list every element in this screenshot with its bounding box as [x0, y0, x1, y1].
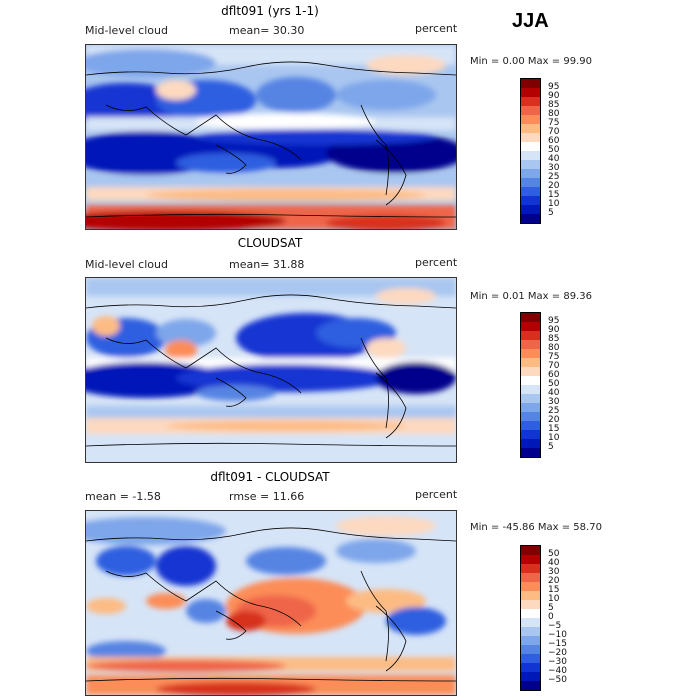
colorbar-tick: 5	[548, 603, 554, 613]
panel-2-variable-label: Mid-level cloud	[85, 258, 168, 271]
colorbar-tick: 20	[548, 415, 560, 425]
colorbar-tick: 30	[548, 163, 560, 173]
panel-2-title: CLOUDSAT	[237, 236, 303, 250]
colorbar-tick: 75	[548, 118, 560, 128]
colorbar-tick: 95	[548, 82, 560, 92]
panel-3-map	[85, 510, 457, 696]
panel-3-units-label: percent	[415, 488, 458, 501]
colorbar-tick: 70	[548, 361, 560, 371]
panel-2-mean-label: mean= 31.88	[229, 258, 305, 271]
colorbar-tick: 80	[548, 343, 560, 353]
panel-1-variable-label: Mid-level cloud	[85, 24, 168, 37]
panel-2-units-label: percent	[415, 256, 458, 269]
colorbar-tick: 95	[548, 316, 560, 326]
colorbar-tick: 40	[548, 388, 560, 398]
colorbar-tick: 25	[548, 172, 560, 182]
panel-3-title: dflt091 - CLOUDSAT	[210, 470, 330, 484]
panel-1-title: dflt091 (yrs 1-1)	[221, 4, 319, 18]
panel-1-mean-label: mean= 30.30	[229, 24, 305, 37]
colorbar-tick: 30	[548, 567, 560, 577]
colorbar-tick: 85	[548, 334, 560, 344]
colorbar-tick: −15	[548, 639, 567, 649]
panel-1-minmax-label: Min = 0.00 Max = 99.90	[470, 56, 592, 67]
panel-2-colorbar-labels: 95 90 85 80 75 70 60 50 40 30 25 20 15 1…	[548, 316, 560, 452]
panel-3-rmse-label: rmse = 11.66	[229, 490, 305, 503]
colorbar-tick: 5	[548, 208, 554, 218]
colorbar-tick: 25	[548, 406, 560, 416]
colorbar-tick: 20	[548, 576, 560, 586]
colorbar-tick: 90	[548, 91, 560, 101]
panel-3-colorbar	[520, 545, 541, 691]
colorbar-tick: 40	[548, 558, 560, 568]
colorbar-tick: −30	[548, 657, 567, 667]
colorbar-tick: 10	[548, 594, 560, 604]
colorbar-tick: 80	[548, 109, 560, 119]
colorbar-tick: 50	[548, 145, 560, 155]
colorbar-tick: 15	[548, 424, 560, 434]
colorbar-tick: 15	[548, 585, 560, 595]
panel-2-minmax-label: Min = 0.01 Max = 89.36	[470, 291, 592, 302]
colorbar-tick: 60	[548, 136, 560, 146]
colorbar-tick: −20	[548, 648, 567, 658]
colorbar-tick: 40	[548, 154, 560, 164]
season-label: JJA	[512, 10, 549, 32]
colorbar-tick: 85	[548, 100, 560, 110]
panel-1-colorbar	[520, 78, 541, 224]
colorbar-tick: 30	[548, 397, 560, 407]
colorbar-tick: 15	[548, 190, 560, 200]
colorbar-tick: −50	[548, 675, 567, 685]
panel-1-map	[85, 44, 457, 230]
panel-2-colorbar	[520, 312, 541, 458]
colorbar-tick: 10	[548, 433, 560, 443]
colorbar-tick: 60	[548, 370, 560, 380]
panel-1-colorbar-labels: 95 90 85 80 75 70 60 50 40 30 25 20 15 1…	[548, 82, 560, 218]
colorbar-tick: −10	[548, 630, 567, 640]
colorbar-tick: 5	[548, 442, 554, 452]
panel-2-map	[85, 277, 457, 463]
panel-3-mean-label: mean = -1.58	[85, 490, 161, 503]
colorbar-tick: 10	[548, 199, 560, 209]
colorbar-tick: 20	[548, 181, 560, 191]
colorbar-tick: 50	[548, 379, 560, 389]
colorbar-tick: 90	[548, 325, 560, 335]
colorbar-tick: 70	[548, 127, 560, 137]
colorbar-tick: 0	[548, 612, 554, 622]
colorbar-tick: −5	[548, 621, 562, 631]
colorbar-tick: 50	[548, 549, 560, 559]
colorbar-tick: −40	[548, 666, 567, 676]
colorbar-tick: 75	[548, 352, 560, 362]
panel-1-units-label: percent	[415, 22, 458, 35]
panel-3-minmax-label: Min = -45.86 Max = 58.70	[470, 522, 602, 533]
panel-3-colorbar-labels: 50 40 30 20 15 10 5 0 −5 −10 −15 −20 −30…	[548, 549, 567, 685]
